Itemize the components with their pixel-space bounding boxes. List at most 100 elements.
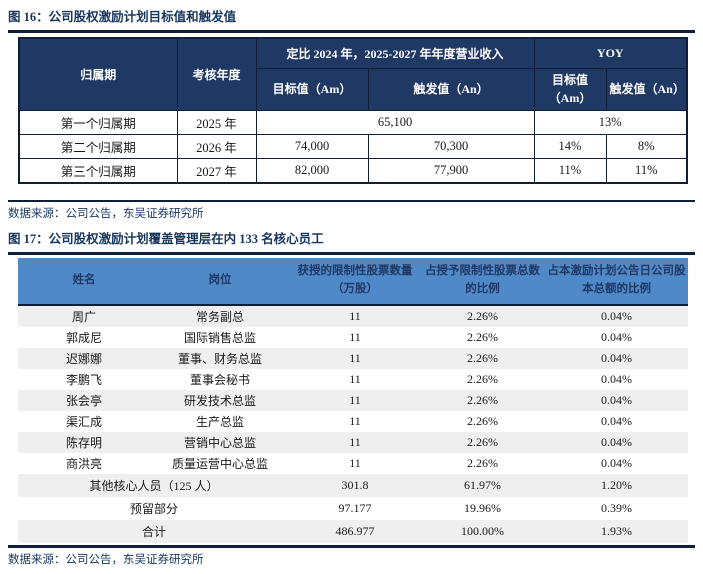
cell-summary-label: 预留部分 <box>129 501 178 516</box>
t17-person-row: 迟娜娜 董事、财务总监 11 2.26% 0.04% <box>18 347 688 369</box>
cell-name: 郭成尼 <box>65 330 102 345</box>
cell-position: 营销中心总监 <box>183 435 256 450</box>
cell-pct-of-grant: 100.00% <box>461 523 504 538</box>
cell-shares: 11 <box>349 413 361 428</box>
cell-shares: 11 <box>349 371 361 386</box>
cell-position: 常务副总 <box>195 309 244 324</box>
cell-shares: 486.977 <box>335 523 375 538</box>
cell-pct-of-grant: 19.96% <box>464 500 501 515</box>
t16-col-yoy-trigger: 触发值（An） <box>605 68 688 112</box>
t16-cell-target: 82,000 <box>255 158 369 184</box>
cell-name: 渠汇成 <box>65 414 102 429</box>
t16-group-yoy: YOY <box>533 37 688 70</box>
t17-person-row: 陈存明 营销中心总监 11 2.26% 0.04% <box>18 431 688 453</box>
t17-col-position: 岗位 <box>150 257 290 306</box>
cell-pct-of-capital: 0.04% <box>601 329 632 344</box>
figure17-top-rule <box>8 251 695 255</box>
t17-person-row: 张会亭 研发技术总监 11 2.26% 0.04% <box>18 389 688 411</box>
t17-summary-row-others: 其他核心人员（125 人） 301.8 61.97% 1.20% <box>18 473 688 497</box>
t17-person-row: 周广 常务副总 11 2.26% 0.04% <box>18 304 688 327</box>
cell-shares: 11 <box>349 434 361 449</box>
t16-cell-year: 2025 年 <box>176 110 257 136</box>
t16-cell-period: 第三个归属期 <box>18 158 178 184</box>
cell-pct-of-capital: 0.04% <box>601 455 632 470</box>
t16-col-year: 考核年度 <box>176 37 257 112</box>
figure17-bottom-rule <box>8 544 695 548</box>
t16-col-target: 目标值（Am） <box>255 68 369 112</box>
cell-shares: 11 <box>349 308 361 323</box>
cell-pct-of-capital: 0.04% <box>601 350 632 365</box>
t16-cell-yoy-merged: 13% <box>533 110 688 136</box>
t16-cell-trigger: 77,900 <box>367 158 535 184</box>
cell-summary-label: 合计 <box>141 524 166 539</box>
cell-pct-of-grant: 2.26% <box>467 392 498 407</box>
cell-name: 张会亭 <box>65 393 102 408</box>
cell-pct-of-capital: 0.04% <box>601 308 632 323</box>
cell-position: 研发技术总监 <box>183 393 256 408</box>
t16-col-trigger: 触发值（An） <box>367 68 535 112</box>
figure16-top-rule <box>8 30 695 34</box>
t17-summary-row-reserved: 预留部分 97.177 19.96% 0.39% <box>18 497 688 520</box>
t16-group-revenue: 定比 2024 年，2025-2027 年年度营业收入 <box>255 37 535 70</box>
cell-pct-of-grant: 2.26% <box>467 371 498 386</box>
t16-cell-trigger: 70,300 <box>367 134 535 160</box>
t16-cell-period: 第二个归属期 <box>18 134 178 160</box>
cell-pct-of-capital: 0.04% <box>601 434 632 449</box>
t16-cell-year: 2026 年 <box>176 134 257 160</box>
cell-pct-of-grant: 2.26% <box>467 329 498 344</box>
t16-cell-year: 2027 年 <box>176 158 257 184</box>
cell-name: 李鹏飞 <box>65 372 102 387</box>
t16-row-3: 第三个归属期 2027 年 82,000 77,900 11% 11% <box>18 158 688 184</box>
cell-shares: 11 <box>349 392 361 407</box>
t17-summary-row-total: 合计 486.977 100.00% 1.93% <box>18 519 688 543</box>
cell-pct-of-capital: 0.39% <box>601 500 632 515</box>
cell-position: 生产总监 <box>195 414 244 429</box>
t16-row-1: 第一个归属期 2025 年 65,100 13% <box>18 110 688 136</box>
t16-row-2: 第二个归属期 2026 年 74,000 70,300 14% 8% <box>18 134 688 160</box>
cell-shares: 11 <box>349 455 361 470</box>
cell-pct-of-capital: 1.20% <box>601 477 632 492</box>
t17-col-shares: 获授的限制性股票数量（万股） <box>290 257 420 306</box>
t17-person-row: 渠汇成 生产总监 11 2.26% 0.04% <box>18 411 688 432</box>
figure17-table: 姓名 岗位 获授的限制性股票数量（万股） 占授予限制性股票总数的比例 占本激励计… <box>18 257 688 543</box>
t16-col-yoy-target: 目标值（Am） <box>533 68 607 112</box>
cell-pct-of-grant: 2.26% <box>467 413 498 428</box>
t16-cell-yoy-trigger: 11% <box>605 158 688 184</box>
cell-shares: 11 <box>349 350 361 365</box>
t16-col-period: 归属期 <box>18 37 178 112</box>
t17-person-row: 郭成尼 国际销售总监 11 2.26% 0.04% <box>18 327 688 348</box>
figure16-source-note: 数据来源：公司公告，东吴证券研究所 <box>8 207 204 220</box>
cell-position: 董事会秘书 <box>189 372 250 387</box>
figure16-title: 图 16：公司股权激励计划目标值和触发值 <box>8 10 237 24</box>
figure16-bottom-rule <box>8 200 695 202</box>
cell-summary-label: 其他核心人员（125 人） <box>89 478 219 493</box>
cell-pct-of-capital: 0.04% <box>601 413 632 428</box>
t17-person-row: 商洪亮 质量运营中心总监 11 2.26% 0.04% <box>18 453 688 474</box>
cell-pct-of-grant: 2.26% <box>467 308 498 323</box>
cell-name: 迟娜娜 <box>65 351 102 366</box>
cell-pct-of-capital: 0.04% <box>601 371 632 386</box>
t17-person-row: 李鹏飞 董事会秘书 11 2.26% 0.04% <box>18 369 688 390</box>
t17-col-pct-of-capital: 占本激励计划公告日公司股本总额的比例 <box>545 257 688 306</box>
t17-col-name: 姓名 <box>18 257 150 306</box>
figure17-title: 图 17：公司股权激励计划覆盖管理层在内 133 名核心员工 <box>8 231 324 246</box>
t16-cell-target: 74,000 <box>255 134 369 160</box>
t16-cell-yoy-target: 14% <box>533 134 607 160</box>
cell-position: 质量运营中心总监 <box>171 456 268 471</box>
cell-shares: 301.8 <box>341 477 369 492</box>
figure16-table: 归属期 考核年度 定比 2024 年，2025-2027 年年度营业收入 YOY… <box>18 37 689 185</box>
t16-cell-period: 第一个归属期 <box>18 110 178 136</box>
cell-pct-of-grant: 2.26% <box>467 455 498 470</box>
cell-pct-of-grant: 2.26% <box>467 350 498 365</box>
cell-shares: 11 <box>349 329 361 344</box>
cell-position: 董事、财务总监 <box>177 351 262 366</box>
t16-cell-yoy-target: 11% <box>533 158 607 184</box>
cell-name: 陈存明 <box>65 435 102 450</box>
cell-pct-of-capital: 1.93% <box>601 523 632 538</box>
cell-pct-of-capital: 0.04% <box>601 392 632 407</box>
t17-col-pct-of-grant: 占授予限制性股票总数的比例 <box>420 257 545 306</box>
figure17-source-note: 数据来源：公司公告，东吴证券研究所 <box>8 553 204 566</box>
cell-name: 周广 <box>71 309 96 324</box>
cell-position: 国际销售总监 <box>183 330 256 345</box>
